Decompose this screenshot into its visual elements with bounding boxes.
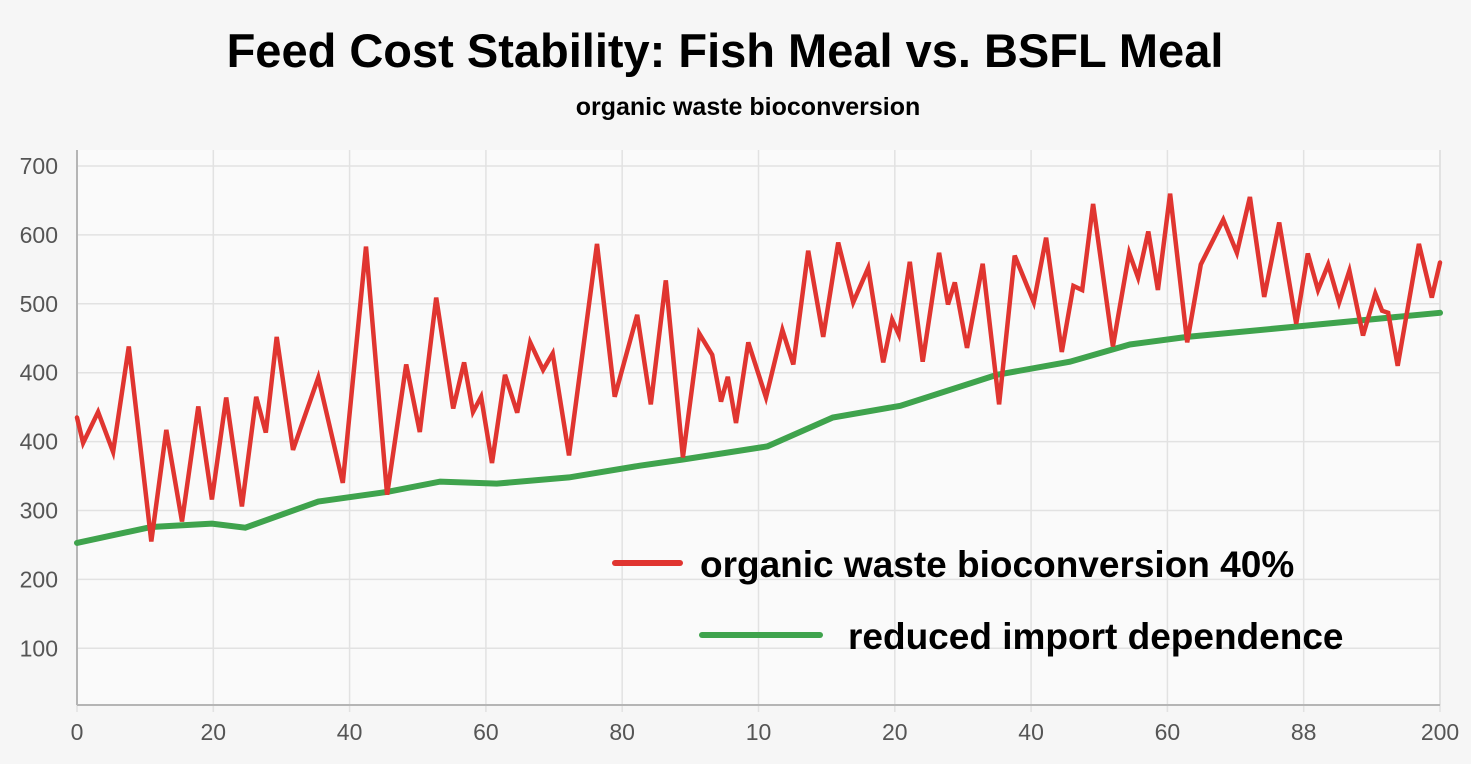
- x-tick-label: 0: [71, 719, 84, 745]
- x-tick-label: 200: [1421, 719, 1459, 745]
- y-tick-label: 300: [20, 498, 58, 524]
- x-tick-label: 80: [609, 719, 635, 745]
- x-tick-label: 88: [1291, 719, 1317, 745]
- x-tick-label: 60: [1155, 719, 1181, 745]
- chart-subtitle: organic waste bioconversion: [576, 93, 921, 121]
- y-tick-label: 400: [20, 360, 58, 386]
- legend-label-import-dependence: reduced import dependence: [848, 616, 1344, 657]
- y-tick-label: 400: [20, 429, 58, 455]
- x-tick-label: 20: [201, 719, 227, 745]
- series-group: [74, 193, 1443, 546]
- y-tick-label: 100: [20, 635, 58, 661]
- series-line-import-dependence: [74, 309, 1443, 546]
- x-axis-ticks: 0 20 40 60 80 10 20 40 60 88 200: [71, 719, 1460, 745]
- chart-title: Feed Cost Stability: Fish Meal vs. BSFL …: [227, 24, 1224, 77]
- x-tick-label: 10: [746, 719, 772, 745]
- y-tick-label: 600: [20, 222, 58, 248]
- y-tick-label: 200: [20, 566, 58, 592]
- x-tick-label: 20: [882, 719, 908, 745]
- legend: organic waste bioconversion 40% reduced …: [612, 544, 1344, 657]
- x-tick-label: 60: [473, 719, 499, 745]
- y-tick-label: 700: [20, 153, 58, 179]
- y-axis-ticks: 700 600 500 400 400 300 200 100: [20, 153, 58, 661]
- x-tick-label: 40: [337, 719, 363, 745]
- y-tick-label: 500: [20, 291, 58, 317]
- x-tick-label: 40: [1018, 719, 1044, 745]
- legend-label-bioconversion: organic waste bioconversion 40%: [700, 544, 1294, 585]
